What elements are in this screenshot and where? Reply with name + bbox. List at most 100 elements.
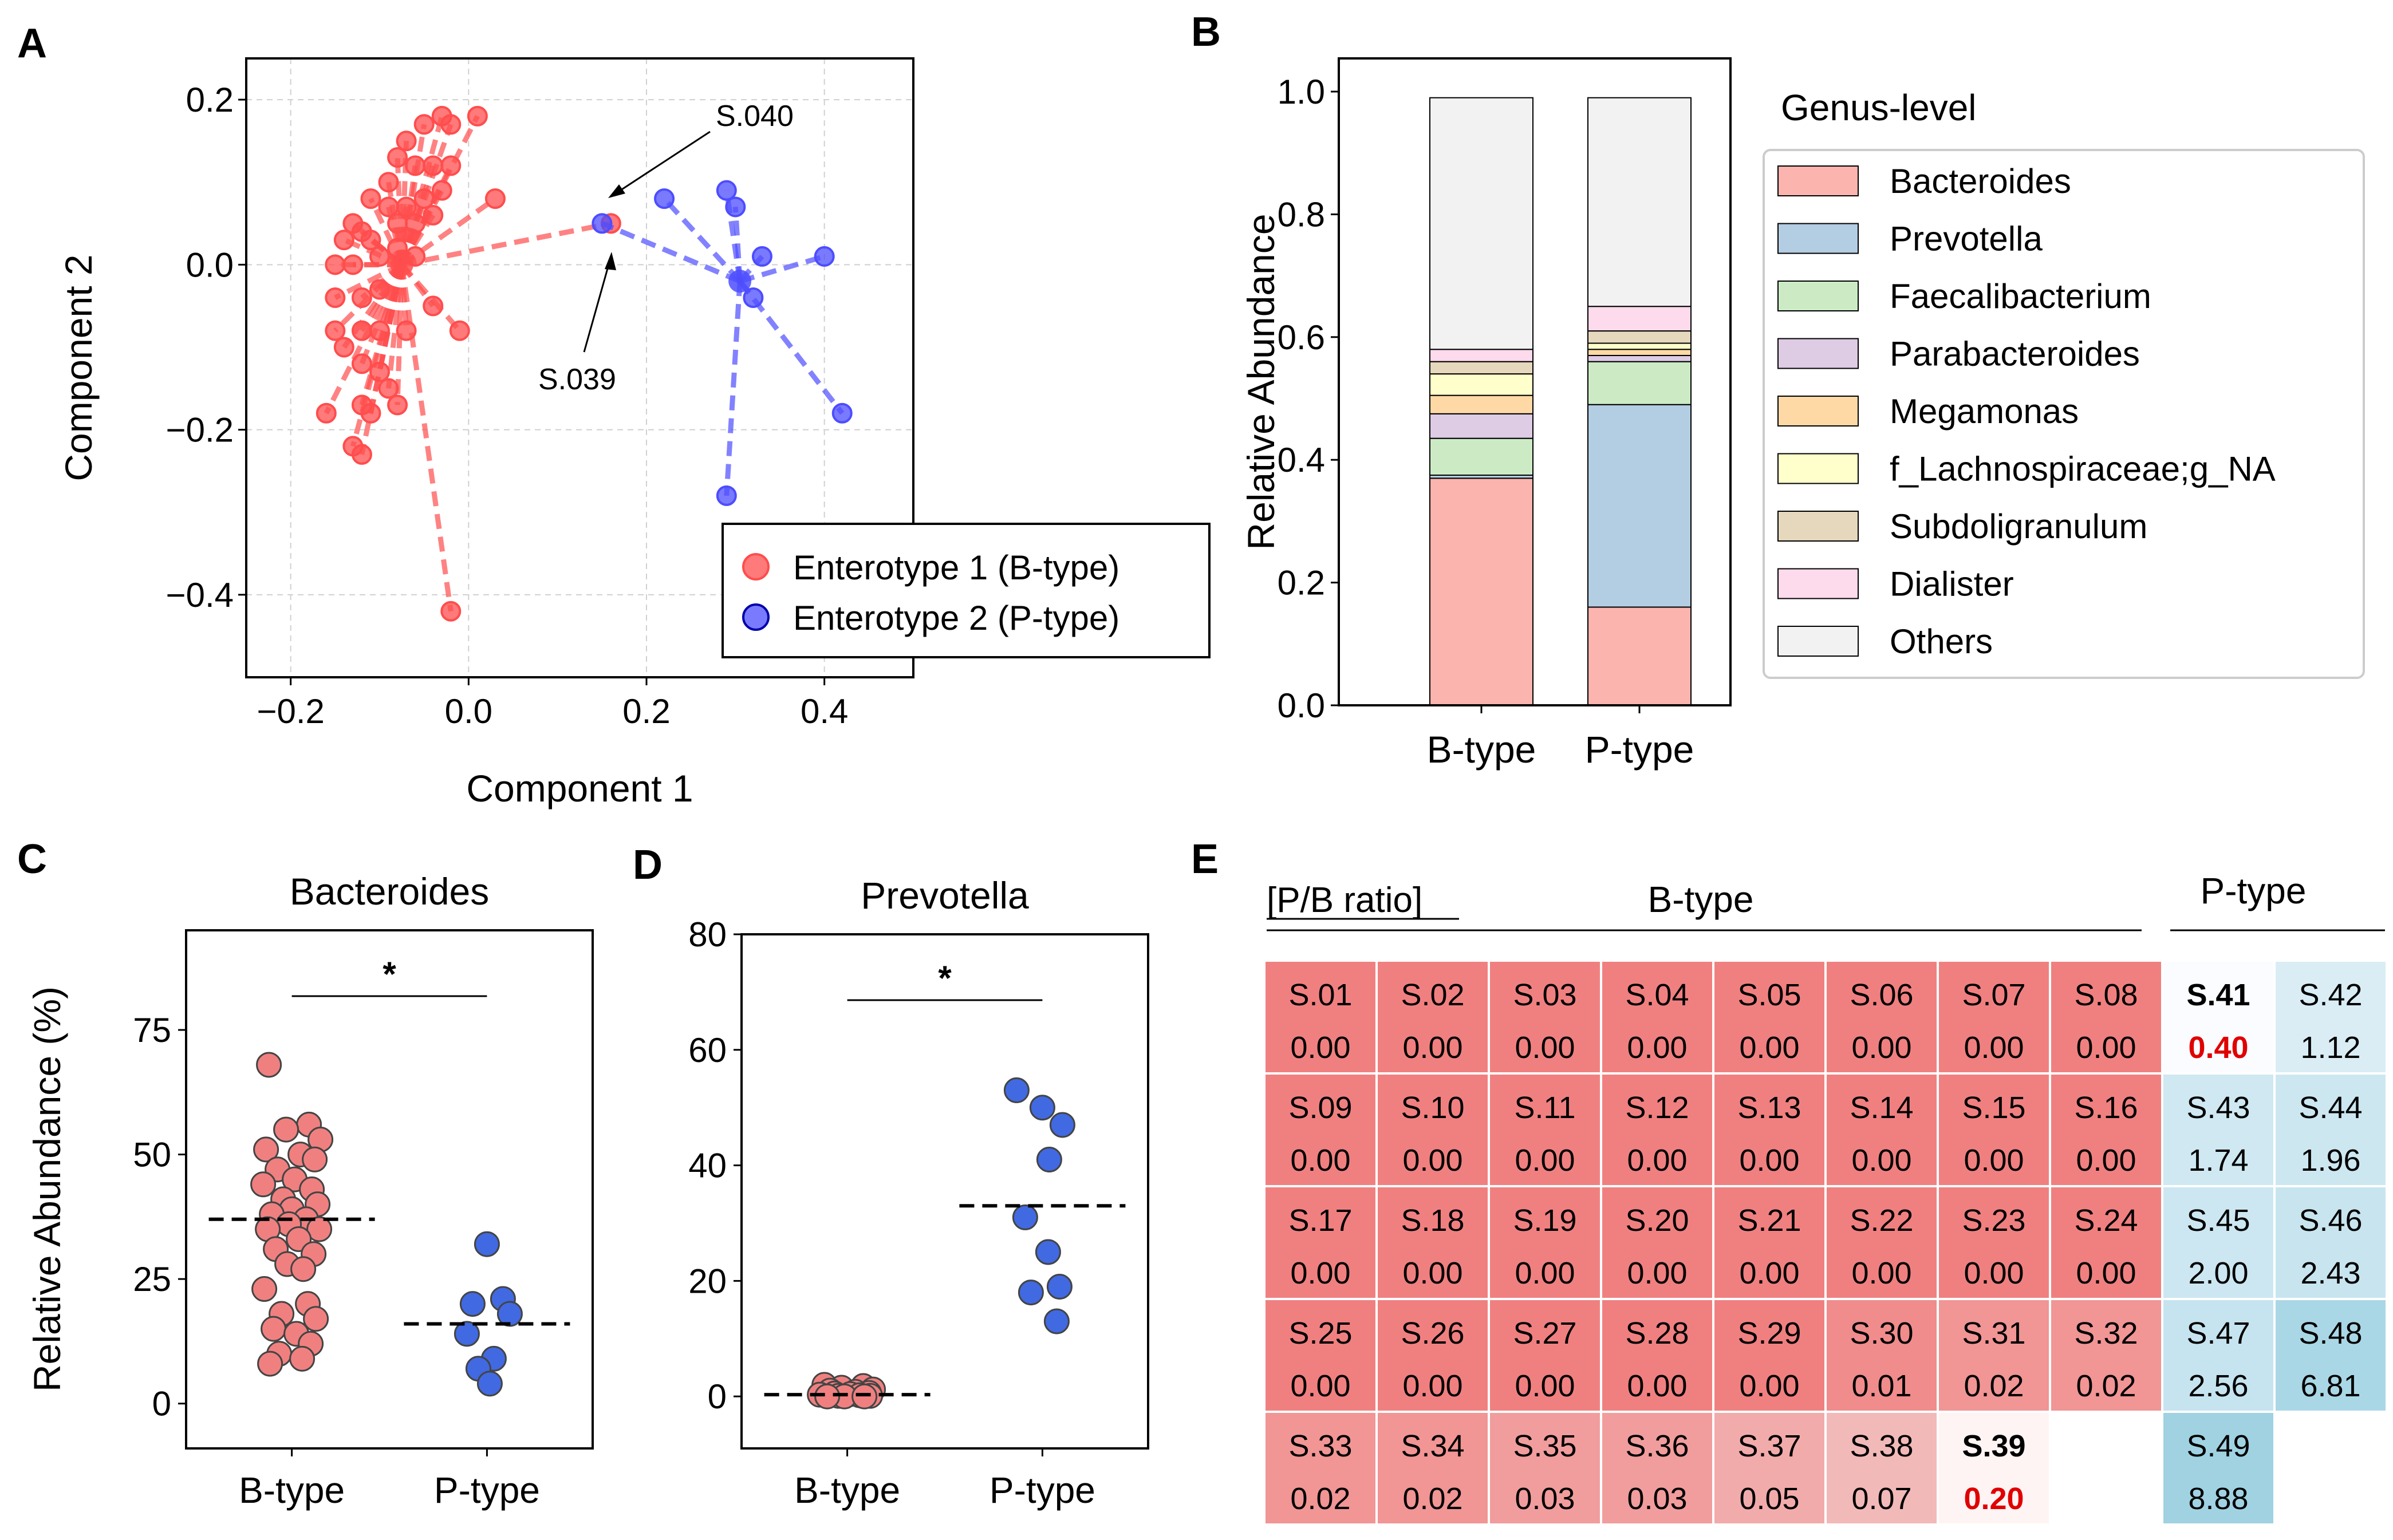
bar-segment [1587, 342, 1692, 350]
data-point [851, 1383, 878, 1409]
data-point [306, 1216, 333, 1242]
data-point [814, 1383, 841, 1409]
cell-ratio-value: 0.00 [1964, 1256, 2024, 1290]
cell-sample-id: S.28 [1625, 1316, 1689, 1351]
data-point [1003, 1077, 1030, 1103]
data-point [342, 213, 364, 234]
cell-ratio-value: 0.00 [2076, 1143, 2136, 1178]
cell-sample-id: S.20 [1625, 1203, 1689, 1238]
data-point [476, 1371, 503, 1397]
heatmap-cell [2273, 1072, 2388, 1187]
cell-ratio-value: 0.01 [1851, 1369, 1911, 1403]
cell-ratio-value: 2.43 [2300, 1256, 2360, 1290]
cell-sample-id: S.08 [2074, 978, 2138, 1012]
x-tick-label: P-type [434, 1470, 540, 1511]
plot-frame [245, 57, 914, 678]
data-point [378, 378, 399, 399]
plot-frame [185, 929, 594, 1450]
y-tick-label: 50 [133, 1136, 171, 1174]
cell-sample-id: S.37 [1737, 1429, 1801, 1463]
panel-label-d: D [633, 842, 663, 888]
cell-ratio-value: 0.00 [1515, 1143, 1575, 1178]
legend-label: Dialister [1890, 565, 2014, 603]
cell-ratio-value: 0.02 [1290, 1482, 1350, 1516]
cell-ratio-value: 0.40 [2188, 1030, 2248, 1065]
cell-ratio-value: 6.81 [2300, 1369, 2360, 1403]
legend-box [722, 523, 1211, 658]
annotation-label: S.040 [716, 100, 794, 133]
cell-ratio-value: 0.00 [1851, 1143, 1911, 1178]
data-point [387, 394, 408, 416]
connector-line [399, 264, 454, 612]
data-point [1018, 1280, 1044, 1306]
cell-ratio-value: 0.00 [1402, 1369, 1462, 1403]
data-point [387, 147, 408, 168]
cell-sample-id: S.48 [2299, 1316, 2362, 1351]
heatmap-cell [1488, 959, 1602, 1075]
cell-ratio-value: 0.00 [1402, 1143, 1462, 1178]
cell-ratio-value: 0.00 [1290, 1369, 1350, 1403]
legend-title: Genus-level [1781, 87, 1977, 128]
annotation-arrowhead [608, 184, 625, 198]
y-tick-label: −0.4 [166, 576, 234, 614]
cell-sample-id: S.30 [1850, 1316, 1913, 1351]
legend-swatch [1777, 338, 1859, 369]
cell-sample-id: S.12 [1625, 1091, 1689, 1125]
legend-label: Enterotype 1 (B-type) [793, 548, 1119, 587]
legend-box [1763, 149, 2365, 679]
bar-segment [1587, 606, 1692, 706]
data-point [253, 1136, 279, 1163]
cell-ratio-value: 0.00 [1627, 1030, 1687, 1065]
cell-sample-id: S.04 [1625, 978, 1689, 1012]
y-axis-label: Relative Abundance [1240, 214, 1282, 550]
heatmap-cell [1488, 1072, 1602, 1187]
cell-ratio-value: 0.00 [1515, 1030, 1575, 1065]
cell-sample-id: S.23 [1962, 1203, 2025, 1238]
data-point [716, 485, 737, 506]
cell-ratio-value: 0.00 [1964, 1030, 2024, 1065]
significance-star: * [383, 955, 396, 993]
cell-sample-id: S.44 [2299, 1091, 2362, 1125]
bar-segment [1587, 97, 1692, 307]
legend-label: Megamonas [1890, 392, 2079, 431]
legend-label: Enterotype 2 (P-type) [793, 599, 1119, 637]
data-point [496, 1301, 523, 1327]
y-tick-label: 0.2 [186, 81, 234, 119]
legend-label: Subdoligranulum [1890, 507, 2147, 546]
data-point [351, 444, 372, 465]
cell-sample-id: S.09 [1288, 1091, 1352, 1125]
data-point [405, 155, 426, 176]
heatmap-cell [1375, 1411, 1490, 1526]
x-tick-label: −0.2 [257, 692, 324, 730]
cell-sample-id: S.27 [1513, 1316, 1576, 1351]
cell-ratio-value: 0.00 [1290, 1030, 1350, 1065]
y-tick-label: 0 [708, 1377, 727, 1416]
panel-a-pca-scatter: −0.2 0.0 0.2 0.4 −0.4 −0.2 0.0 0.2 Component 1 Co… [57, 57, 1211, 810]
cell-sample-id: S.38 [1850, 1429, 1913, 1463]
connector-line [386, 264, 405, 389]
data-point [360, 402, 381, 424]
data-point [725, 196, 746, 218]
data-point [459, 1291, 486, 1317]
data-point [413, 114, 435, 135]
bar-segment [1429, 373, 1533, 396]
cell-sample-id: S.47 [2186, 1316, 2250, 1351]
data-point [250, 1171, 277, 1198]
data-point [440, 601, 462, 622]
panel-label-e: E [1191, 836, 1219, 882]
x-tick-label: B-type [1427, 728, 1536, 771]
cell-sample-id: S.03 [1513, 978, 1576, 1012]
data-point [1049, 1112, 1075, 1138]
cell-ratio-value: 0.03 [1515, 1482, 1575, 1516]
heatmap-cell [2161, 1185, 2276, 1300]
cell-sample-id: S.46 [2299, 1203, 2362, 1238]
heatmap-cell [1488, 1298, 1602, 1413]
bar-segment [1587, 330, 1692, 344]
data-point [333, 337, 354, 358]
legend-label: f_Lachnospiraceae;g_NA [1890, 450, 2276, 488]
y-tick-label: 60 [688, 1031, 727, 1069]
cell-sample-id: S.31 [1962, 1316, 2025, 1351]
cell-ratio-value: 0.00 [1851, 1030, 1911, 1065]
data-point [1046, 1273, 1073, 1300]
